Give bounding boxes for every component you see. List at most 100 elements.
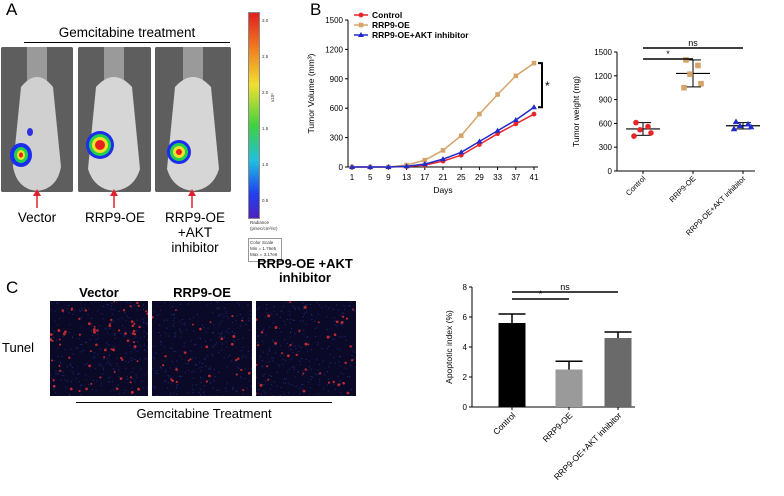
tunel-positive-cell <box>126 339 130 342</box>
tunel-speckle <box>113 389 115 391</box>
x-tick-label: 29 <box>475 173 484 182</box>
tunel-speckle <box>258 307 260 309</box>
tunel-speckle <box>106 363 108 365</box>
tunel-positive-cell <box>68 356 71 359</box>
tunel-speckle <box>80 351 82 353</box>
tunel-speckle <box>164 371 166 373</box>
tunel-speckle <box>207 355 209 357</box>
tunel-speckle <box>345 339 347 341</box>
tunel-positive-cell <box>199 327 202 331</box>
tunel-speckle <box>160 344 162 346</box>
tunel-speckle <box>303 334 305 336</box>
tunel-speckle <box>274 344 276 346</box>
tunel-speckle <box>132 348 134 350</box>
tunel-speckle <box>334 362 336 364</box>
tunel-speckle <box>131 387 133 389</box>
tunel-speckle <box>200 382 202 384</box>
tunel-rrp9-akt-svg <box>256 301 356 396</box>
data-point <box>744 120 752 127</box>
tunel-speckle <box>321 348 323 350</box>
tunel-speckle <box>223 316 225 318</box>
tunel-positive-cell <box>121 358 124 361</box>
tunel-speckle <box>319 364 321 366</box>
tunel-speckle <box>116 363 118 365</box>
tunel-speckle <box>145 322 147 324</box>
tunel-speckle <box>113 309 115 311</box>
tunel-speckle <box>154 358 156 360</box>
tunel-speckle <box>113 369 115 371</box>
tunel-speckle <box>212 332 214 334</box>
tunel-speckle <box>227 356 229 358</box>
tunel-speckle <box>300 358 302 360</box>
tunel-speckle <box>276 314 278 316</box>
data-point <box>531 60 537 66</box>
tunel-speckle <box>174 335 176 337</box>
tunel-speckle <box>319 378 321 380</box>
tunel-speckle <box>71 367 73 369</box>
tunel-speckle <box>300 347 302 349</box>
tunel-positive-cell <box>64 330 67 334</box>
tunel-speckle <box>268 350 270 352</box>
tunel-speckle <box>106 328 108 330</box>
tunel-speckle <box>137 340 139 342</box>
tunel-positive-cell <box>110 348 113 351</box>
tunel-speckle <box>242 337 244 339</box>
tunel-speckle <box>124 330 126 332</box>
tunel-positive-cell <box>90 382 93 385</box>
tunel-positive-cell <box>130 376 132 379</box>
tunel-speckle <box>307 381 309 383</box>
tunel-speckle <box>80 317 82 319</box>
tunel-speckle <box>269 388 271 390</box>
data-point <box>747 123 755 130</box>
tunel-speckle <box>155 387 157 389</box>
tunel-speckle <box>85 379 87 381</box>
tunel-speckle <box>248 317 250 319</box>
tunel-positive-cell <box>257 344 260 347</box>
x-tick-label: 25 <box>457 173 466 182</box>
comparison-label: * <box>539 289 543 299</box>
comparison-label: * <box>666 49 670 59</box>
tunel-speckle <box>69 395 71 396</box>
tunel-speckle <box>109 354 111 356</box>
tunel-speckle <box>354 351 356 353</box>
tunel-speckle <box>57 302 59 304</box>
tunel-speckle <box>272 357 274 359</box>
tunel-speckle <box>282 306 284 308</box>
tunel-speckle <box>86 342 88 344</box>
tunel-speckle <box>333 383 335 385</box>
y-tick-label: 2 <box>463 373 468 382</box>
gemcitabine-treatment-line <box>76 402 332 403</box>
tunel-speckle <box>166 327 168 329</box>
tunel-speckle <box>102 305 104 307</box>
tunel-speckle <box>250 356 252 358</box>
tunel-speckle <box>81 307 83 309</box>
tunel-positive-cell <box>281 352 283 355</box>
tunel-positive-cell <box>133 322 136 325</box>
tunel-speckle <box>292 305 294 307</box>
tunel-speckle <box>224 387 226 389</box>
tunel-speckle <box>209 366 211 368</box>
tunel-speckle <box>249 310 251 312</box>
tunel-speckle <box>305 304 307 306</box>
tunel-speckle <box>265 380 267 382</box>
tunel-speckle <box>91 389 93 391</box>
tunel-speckle <box>145 373 147 375</box>
tunel-speckle <box>270 376 272 378</box>
tunel-speckle <box>114 338 116 340</box>
tunel-speckle <box>134 348 136 350</box>
tunel-speckle <box>294 333 296 335</box>
tunel-speckle <box>212 380 214 382</box>
tunel-positive-cell <box>129 305 132 308</box>
tunel-speckle <box>240 350 242 352</box>
tunel-speckle <box>122 333 124 335</box>
data-point <box>730 125 738 132</box>
tunel-speckle <box>72 353 74 355</box>
tunel-speckle <box>69 363 71 365</box>
tunel-speckle <box>333 317 335 319</box>
tunel-positive-cell <box>256 318 258 321</box>
tunel-speckle <box>84 307 86 309</box>
tunel-speckle <box>166 319 168 321</box>
tunel-speckle <box>60 362 62 364</box>
tunel-speckle <box>283 320 285 322</box>
tunel-speckle <box>340 392 342 394</box>
